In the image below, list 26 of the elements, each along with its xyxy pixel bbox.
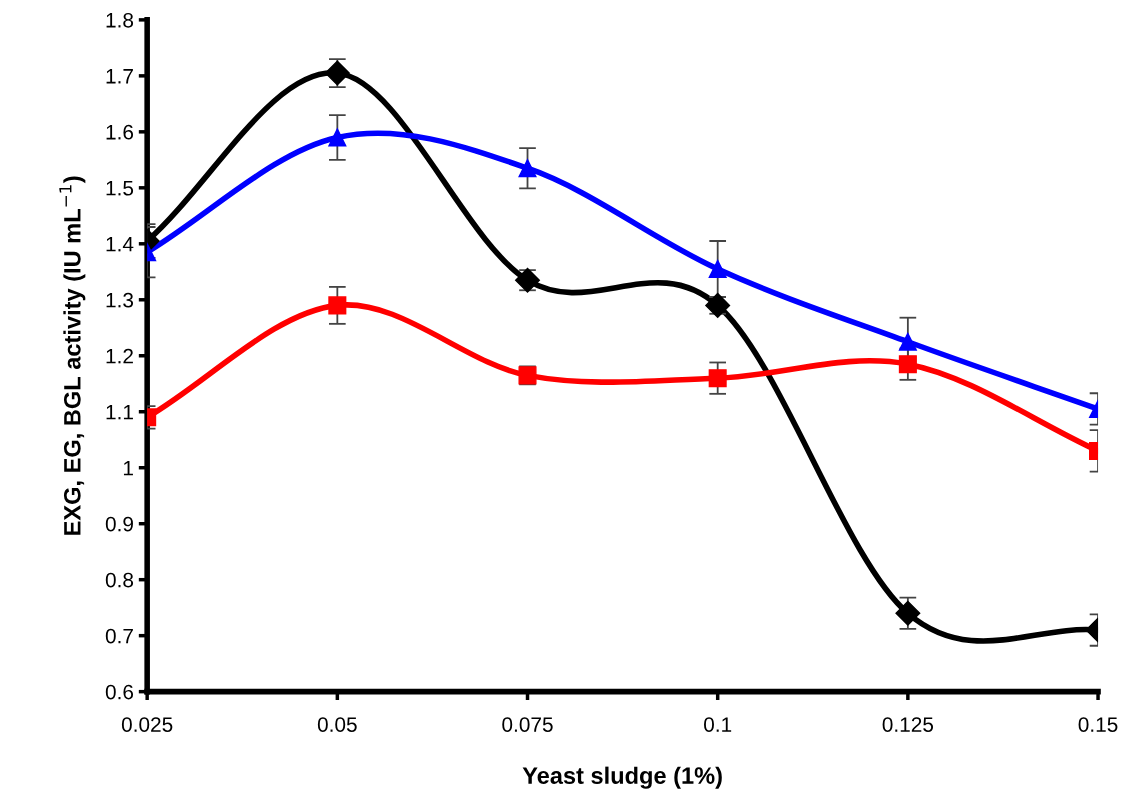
- x-tick-label: 0.15: [1078, 717, 1118, 732]
- point: [518, 159, 537, 178]
- y-tick-label: 1.6: [106, 124, 134, 140]
- y-tick-label: 1.7: [106, 69, 133, 84]
- x-axis-title: Yeast sludge (1%): [522, 766, 722, 789]
- y-tick-label: 0.9: [105, 516, 133, 532]
- y-axis-title: EXG, EG, BGL activity (IU mL$^{−1}$): [59, 176, 86, 535]
- y-tick-label: 0.7: [105, 628, 133, 644]
- point: [708, 369, 727, 388]
- y-tick-label: 1.2: [106, 348, 133, 364]
- x-tick-label: 0.1: [704, 717, 732, 732]
- point: [708, 259, 727, 279]
- x-tick-label: 0.025: [121, 717, 173, 732]
- y-tick-label: 1.5: [106, 181, 134, 196]
- x-tick-label: 0.125: [882, 717, 934, 732]
- y-tick-label: 0.8: [105, 572, 134, 588]
- x-tick-label: 0.05: [317, 717, 357, 732]
- point: [898, 355, 917, 374]
- y-tick-label: 1.3: [106, 292, 134, 308]
- y-tick-label: 1: [123, 460, 133, 476]
- y-tick-label: 1.4: [106, 237, 134, 252]
- y-tick-label: 0.6: [105, 684, 134, 700]
- point: [898, 332, 917, 351]
- y-tick-label: 1.1: [106, 404, 133, 420]
- y-tick-label: 1.8: [106, 12, 134, 28]
- x-tick-label: 0.075: [502, 717, 553, 732]
